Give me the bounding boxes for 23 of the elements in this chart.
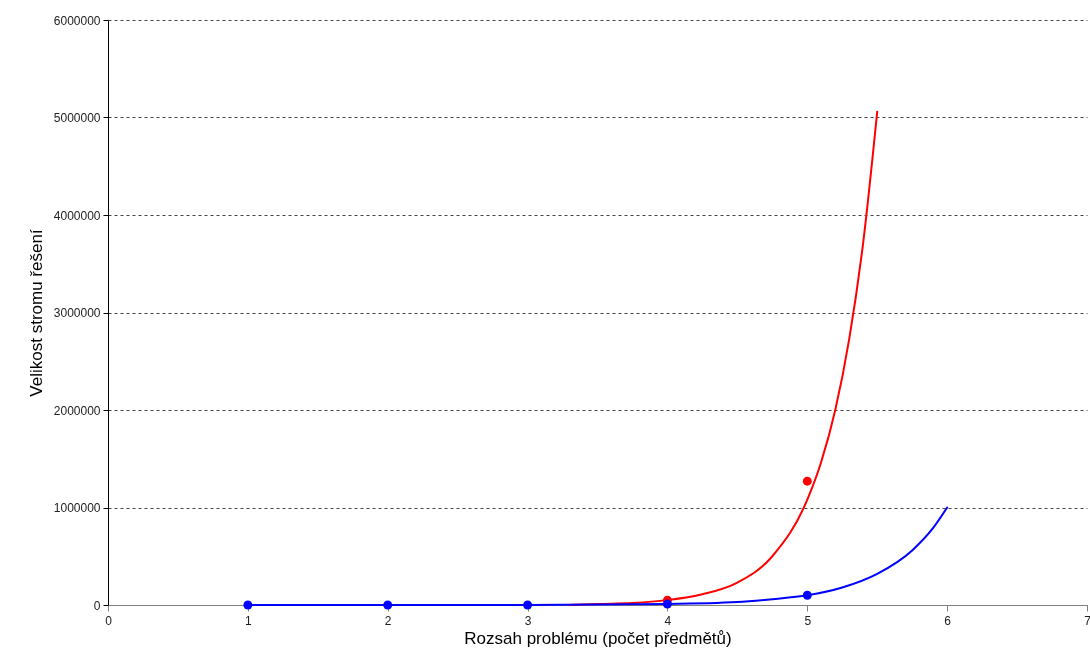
y-tick-label: 4000000	[53, 208, 101, 223]
x-tick-label: 4	[664, 613, 672, 628]
y-tick-label: 1000000	[53, 501, 101, 515]
y-tick-label: 5000000	[53, 111, 101, 125]
y-tick-label: 2000000	[53, 403, 101, 418]
point	[383, 600, 393, 610]
point	[802, 590, 812, 600]
x-tick-label: 2	[384, 613, 392, 628]
point	[523, 600, 533, 610]
x-tick-label: 7	[1084, 613, 1090, 628]
x-tick-label: 5	[804, 613, 812, 628]
x-tick-label: 6	[944, 613, 952, 628]
point	[662, 599, 672, 609]
y-tick-label: 3000000	[53, 306, 101, 320]
x-axis-title: Rozsah problému (počet předmětů)	[464, 628, 732, 648]
point	[243, 600, 253, 610]
x-tick-label: 1	[245, 613, 253, 628]
y-tick-label: 6000000	[53, 13, 101, 28]
point	[802, 476, 812, 486]
x-tick-label: 0	[105, 613, 113, 628]
y-axis-title: Velikost stromu řešení	[26, 229, 46, 397]
x-tick-label: 3	[524, 613, 532, 628]
y-tick-label: 0	[93, 598, 101, 613]
